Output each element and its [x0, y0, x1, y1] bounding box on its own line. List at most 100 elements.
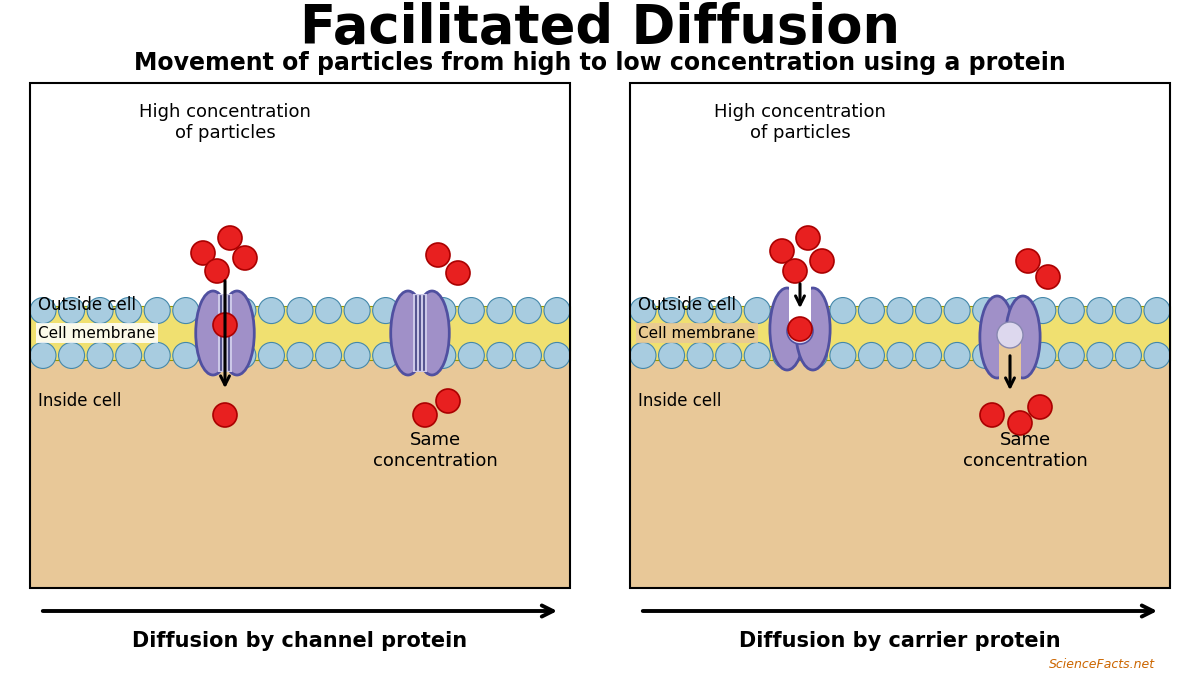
- Circle shape: [784, 259, 808, 283]
- Circle shape: [659, 342, 684, 369]
- Bar: [998, 337, 1021, 382]
- Circle shape: [218, 226, 242, 250]
- Circle shape: [944, 297, 970, 324]
- Circle shape: [916, 342, 942, 369]
- Circle shape: [787, 318, 814, 344]
- Text: Outside cell: Outside cell: [38, 296, 136, 314]
- Circle shape: [191, 241, 215, 265]
- Circle shape: [788, 317, 812, 341]
- Bar: [790, 284, 811, 329]
- Text: Facilitated Diffusion: Facilitated Diffusion: [300, 2, 900, 54]
- Circle shape: [458, 342, 485, 369]
- Circle shape: [144, 342, 170, 369]
- Circle shape: [373, 342, 398, 369]
- Circle shape: [316, 342, 342, 369]
- Circle shape: [715, 342, 742, 369]
- Circle shape: [830, 342, 856, 369]
- Circle shape: [258, 297, 284, 324]
- Circle shape: [973, 342, 998, 369]
- Circle shape: [796, 226, 820, 250]
- Circle shape: [630, 342, 656, 369]
- Circle shape: [980, 403, 1004, 427]
- Ellipse shape: [415, 291, 449, 375]
- Circle shape: [516, 342, 541, 369]
- Bar: [30, 83, 570, 306]
- Bar: [630, 360, 1170, 588]
- Circle shape: [436, 389, 460, 413]
- Circle shape: [1028, 395, 1052, 419]
- Bar: [30, 83, 570, 588]
- Circle shape: [173, 297, 199, 324]
- Circle shape: [430, 297, 456, 324]
- Circle shape: [773, 297, 799, 324]
- Circle shape: [858, 342, 884, 369]
- Bar: [413, 294, 427, 372]
- Ellipse shape: [770, 288, 804, 370]
- Circle shape: [413, 403, 437, 427]
- Text: High concentration
of particles: High concentration of particles: [139, 103, 311, 142]
- Circle shape: [144, 297, 170, 324]
- Circle shape: [773, 342, 799, 369]
- Circle shape: [1087, 342, 1112, 369]
- Circle shape: [258, 342, 284, 369]
- Circle shape: [802, 297, 827, 324]
- Circle shape: [205, 259, 229, 283]
- Circle shape: [115, 342, 142, 369]
- Circle shape: [1030, 342, 1056, 369]
- Circle shape: [1087, 297, 1112, 324]
- Circle shape: [1001, 342, 1027, 369]
- Circle shape: [744, 342, 770, 369]
- Circle shape: [516, 297, 541, 324]
- Text: Diffusion by channel protein: Diffusion by channel protein: [132, 631, 468, 651]
- Circle shape: [830, 297, 856, 324]
- Bar: [630, 306, 1170, 360]
- Circle shape: [426, 243, 450, 267]
- Ellipse shape: [1006, 296, 1040, 378]
- Circle shape: [230, 297, 256, 324]
- Circle shape: [1016, 249, 1040, 273]
- Circle shape: [916, 297, 942, 324]
- Ellipse shape: [391, 291, 425, 375]
- Circle shape: [59, 297, 84, 324]
- Circle shape: [887, 297, 913, 324]
- Circle shape: [887, 342, 913, 369]
- Circle shape: [446, 261, 470, 285]
- Text: Same
concentration: Same concentration: [373, 431, 497, 470]
- Circle shape: [487, 297, 512, 324]
- Text: Same
concentration: Same concentration: [962, 431, 1087, 470]
- Circle shape: [858, 297, 884, 324]
- Circle shape: [316, 297, 342, 324]
- Circle shape: [344, 342, 370, 369]
- Circle shape: [344, 297, 370, 324]
- Circle shape: [59, 342, 84, 369]
- Circle shape: [744, 297, 770, 324]
- Text: Movement of particles from high to low concentration using a protein: Movement of particles from high to low c…: [134, 51, 1066, 75]
- Circle shape: [214, 403, 238, 427]
- Circle shape: [997, 322, 1022, 348]
- Circle shape: [544, 342, 570, 369]
- Circle shape: [233, 246, 257, 270]
- Bar: [30, 360, 570, 588]
- Circle shape: [202, 297, 227, 324]
- Circle shape: [401, 342, 427, 369]
- Text: ScienceFacts.net: ScienceFacts.net: [1049, 658, 1154, 671]
- Circle shape: [1030, 297, 1056, 324]
- Text: Cell membrane: Cell membrane: [638, 326, 755, 340]
- Circle shape: [1036, 265, 1060, 289]
- Circle shape: [1058, 342, 1085, 369]
- Ellipse shape: [220, 291, 254, 375]
- Ellipse shape: [196, 291, 230, 375]
- Text: Outside cell: Outside cell: [638, 296, 736, 314]
- Circle shape: [430, 342, 456, 369]
- Circle shape: [458, 297, 485, 324]
- Circle shape: [88, 342, 113, 369]
- Circle shape: [373, 297, 398, 324]
- Text: Diffusion by carrier protein: Diffusion by carrier protein: [739, 631, 1061, 651]
- Ellipse shape: [796, 288, 830, 370]
- Circle shape: [630, 297, 656, 324]
- Circle shape: [230, 342, 256, 369]
- Text: Inside cell: Inside cell: [638, 392, 721, 410]
- Bar: [630, 83, 1170, 588]
- Bar: [30, 306, 570, 360]
- Circle shape: [214, 313, 238, 337]
